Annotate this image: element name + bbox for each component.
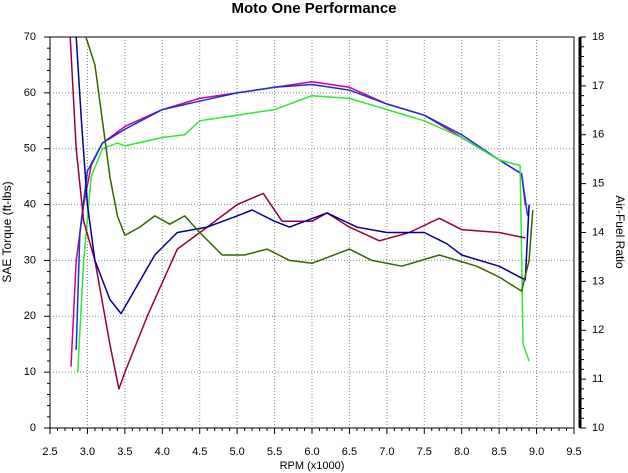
y2-tick-label: 15 [592,178,604,190]
x-tick-label: 5.5 [267,446,282,458]
y-tick-label: 40 [24,198,36,210]
x-tick-label: 2.5 [42,446,57,458]
x-axis-label: RPM (x1000) [280,460,345,472]
y-tick-label: 20 [24,310,36,322]
y2-tick-label: 17 [592,80,604,92]
x-tick-label: 3.5 [117,446,132,458]
series-line [69,37,526,390]
y-axis-label: SAE Torque (ft-lbs) [0,181,14,282]
series-line [75,83,529,350]
y-tick-label: 60 [24,87,36,99]
y-tick-label: 0 [30,422,36,434]
y-tick-label: 10 [24,366,36,378]
y2-tick-label: 12 [592,324,604,336]
x-tick-label: 6.0 [304,446,319,458]
x-tick-label: 3.0 [80,446,95,458]
y-tick-label: 30 [24,254,36,266]
chart-title: Moto One Performance [231,0,396,17]
x-tick-label: 8.0 [454,446,469,458]
x-tick-label: 5.0 [229,446,244,458]
y-tick-label: 70 [24,31,36,43]
y2-tick-label: 16 [592,129,604,141]
series-line [85,37,534,292]
x-tick-label: 7.0 [379,446,394,458]
x-tick-label: 9.5 [566,446,581,458]
series-line [76,94,530,373]
x-tick-label: 8.5 [491,446,506,458]
y2-tick-label: 18 [592,31,604,43]
y2-tick-label: 11 [592,373,603,385]
x-tick-label: 9.0 [529,446,544,458]
x-tick-label: 4.0 [155,446,170,458]
x-tick-label: 7.5 [417,446,432,458]
y-tick-label: 50 [24,143,36,155]
x-tick-label: 6.5 [342,446,357,458]
y2-tick-label: 13 [592,275,604,287]
series-line [75,37,530,315]
y2-tick-label: 14 [592,226,604,238]
x-tick-label: 4.5 [192,446,207,458]
y2-tick-label: 10 [592,422,604,434]
y2-axis-label: Air-Fuel Ratio [613,195,627,269]
